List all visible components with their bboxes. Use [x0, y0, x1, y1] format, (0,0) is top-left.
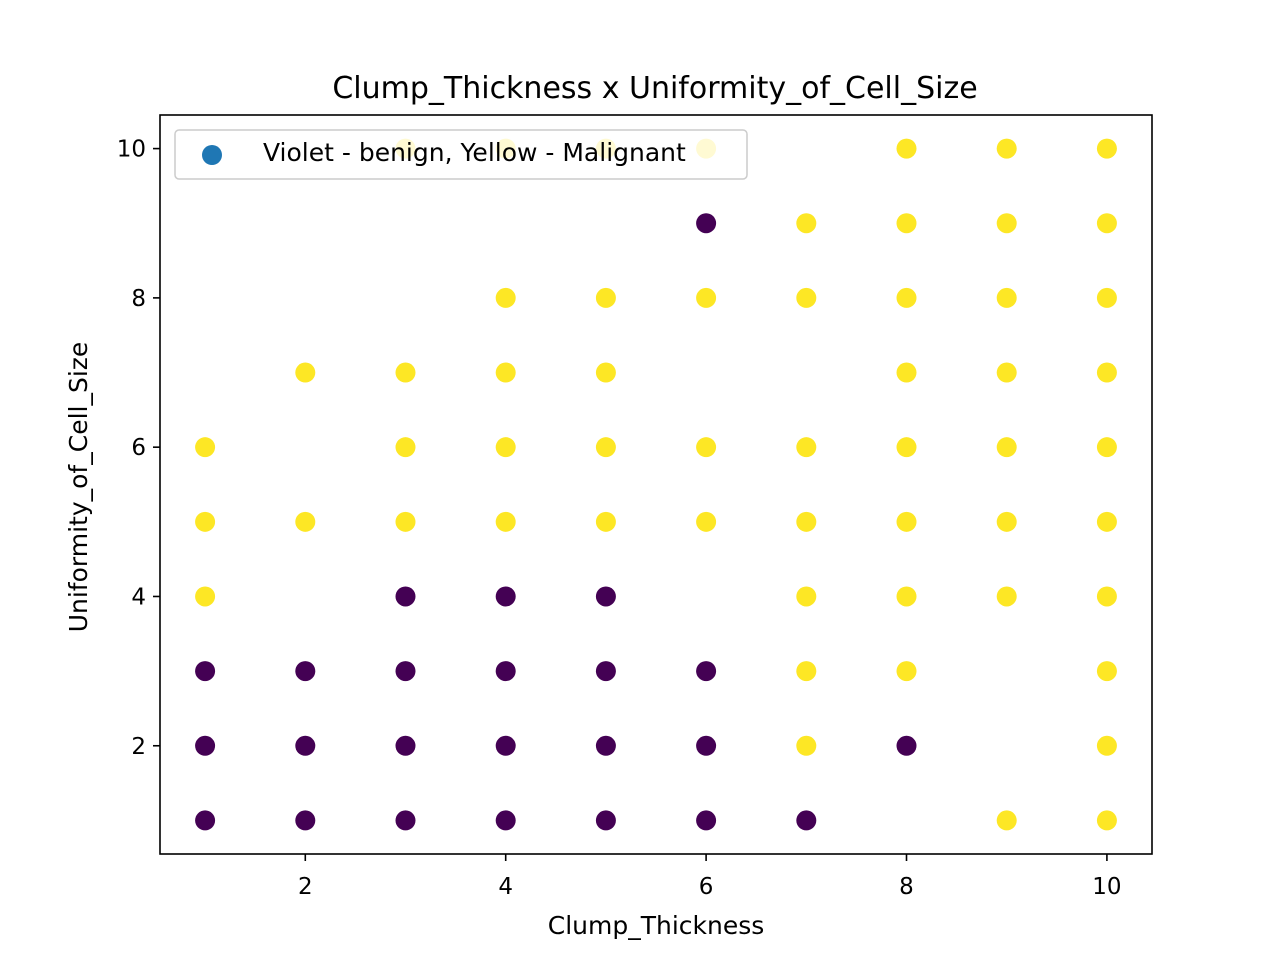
- legend: Violet - benign, Yellow - Malignant: [174, 129, 748, 180]
- plot-area: [160, 115, 1152, 854]
- y-tick-label: 6: [131, 435, 146, 461]
- data-point-benign: [796, 810, 817, 831]
- data-point-malignant: [1096, 511, 1117, 532]
- data-point-malignant: [195, 511, 216, 532]
- data-point-benign: [696, 661, 717, 682]
- data-point-malignant: [796, 661, 817, 682]
- data-point-malignant: [1096, 287, 1117, 308]
- chart-title: Clump_Thickness x Uniformity_of_Cell_Siz…: [332, 71, 977, 106]
- data-point-benign: [696, 735, 717, 756]
- x-tick-label: 2: [298, 874, 313, 900]
- data-point-malignant: [796, 213, 817, 234]
- data-point-malignant: [495, 511, 516, 532]
- data-point-benign: [495, 661, 516, 682]
- legend-box: [174, 129, 748, 180]
- data-point-malignant: [395, 511, 416, 532]
- data-point-benign: [595, 735, 616, 756]
- data-point-malignant: [996, 138, 1017, 159]
- data-point-malignant: [495, 437, 516, 458]
- data-point-benign: [495, 735, 516, 756]
- data-point-malignant: [1096, 661, 1117, 682]
- data-point-malignant: [1096, 437, 1117, 458]
- data-point-benign: [195, 735, 216, 756]
- x-axis: 2 4 6 8 10: [298, 854, 1122, 900]
- data-point-malignant: [696, 511, 717, 532]
- data-point-benign: [696, 213, 717, 234]
- data-point-benign: [395, 735, 416, 756]
- data-point-malignant: [1096, 138, 1117, 159]
- data-point-malignant: [996, 586, 1017, 607]
- data-point-malignant: [996, 511, 1017, 532]
- data-point-malignant: [1096, 810, 1117, 831]
- data-point-malignant: [896, 511, 917, 532]
- data-point-malignant: [796, 287, 817, 308]
- data-point-benign: [295, 661, 316, 682]
- data-point-benign: [495, 586, 516, 607]
- data-point-malignant: [796, 586, 817, 607]
- data-point-malignant: [896, 437, 917, 458]
- x-tick-label: 10: [1092, 874, 1121, 900]
- x-tick-label: 4: [498, 874, 513, 900]
- data-point-benign: [595, 810, 616, 831]
- data-point-benign: [195, 661, 216, 682]
- data-point-malignant: [1096, 213, 1117, 234]
- data-point-malignant: [1096, 586, 1117, 607]
- data-point-malignant: [595, 437, 616, 458]
- data-point-malignant: [896, 661, 917, 682]
- data-point-malignant: [796, 437, 817, 458]
- x-tick-label: 8: [899, 874, 914, 900]
- data-point-benign: [395, 810, 416, 831]
- data-point-malignant: [1096, 362, 1117, 383]
- data-point-malignant: [896, 138, 917, 159]
- plot-frame: [159, 114, 1153, 855]
- data-point-benign: [295, 735, 316, 756]
- y-tick-label: 8: [131, 286, 146, 312]
- data-point-malignant: [495, 287, 516, 308]
- legend-label: Violet - benign, Yellow - Malignant: [263, 138, 686, 167]
- y-tick-label: 10: [117, 137, 146, 163]
- legend-marker: [202, 145, 222, 165]
- data-point-benign: [295, 810, 316, 831]
- data-point-benign: [896, 735, 917, 756]
- y-axis-title: Uniformity_of_Cell_Size: [64, 342, 93, 633]
- y-axis: 2 4 6 8 10: [117, 137, 160, 760]
- data-point-malignant: [195, 437, 216, 458]
- y-tick-label: 4: [131, 584, 146, 610]
- data-point-malignant: [195, 586, 216, 607]
- data-point-malignant: [896, 362, 917, 383]
- data-point-malignant: [295, 511, 316, 532]
- y-tick-label: 2: [131, 734, 146, 760]
- data-point-malignant: [696, 287, 717, 308]
- data-point-malignant: [796, 735, 817, 756]
- data-point-malignant: [595, 362, 616, 383]
- data-point-malignant: [996, 213, 1017, 234]
- data-point-malignant: [996, 287, 1017, 308]
- data-point-malignant: [1096, 735, 1117, 756]
- data-point-malignant: [595, 287, 616, 308]
- data-point-malignant: [295, 362, 316, 383]
- x-axis-title: Clump_Thickness: [548, 911, 765, 940]
- data-point-malignant: [996, 437, 1017, 458]
- data-point-malignant: [495, 362, 516, 383]
- data-point-benign: [395, 586, 416, 607]
- data-point-malignant: [996, 810, 1017, 831]
- data-point-benign: [595, 586, 616, 607]
- data-point-malignant: [395, 362, 416, 383]
- data-point-malignant: [395, 437, 416, 458]
- data-point-benign: [595, 661, 616, 682]
- data-point-benign: [195, 810, 216, 831]
- data-point-malignant: [696, 437, 717, 458]
- data-point-malignant: [796, 511, 817, 532]
- data-point-benign: [696, 810, 717, 831]
- data-point-malignant: [896, 586, 917, 607]
- data-point-malignant: [896, 287, 917, 308]
- data-point-benign: [395, 661, 416, 682]
- points-layer: [195, 138, 1117, 831]
- data-point-malignant: [595, 511, 616, 532]
- x-tick-label: 6: [699, 874, 714, 900]
- data-point-malignant: [896, 213, 917, 234]
- data-point-malignant: [996, 362, 1017, 383]
- data-point-benign: [495, 810, 516, 831]
